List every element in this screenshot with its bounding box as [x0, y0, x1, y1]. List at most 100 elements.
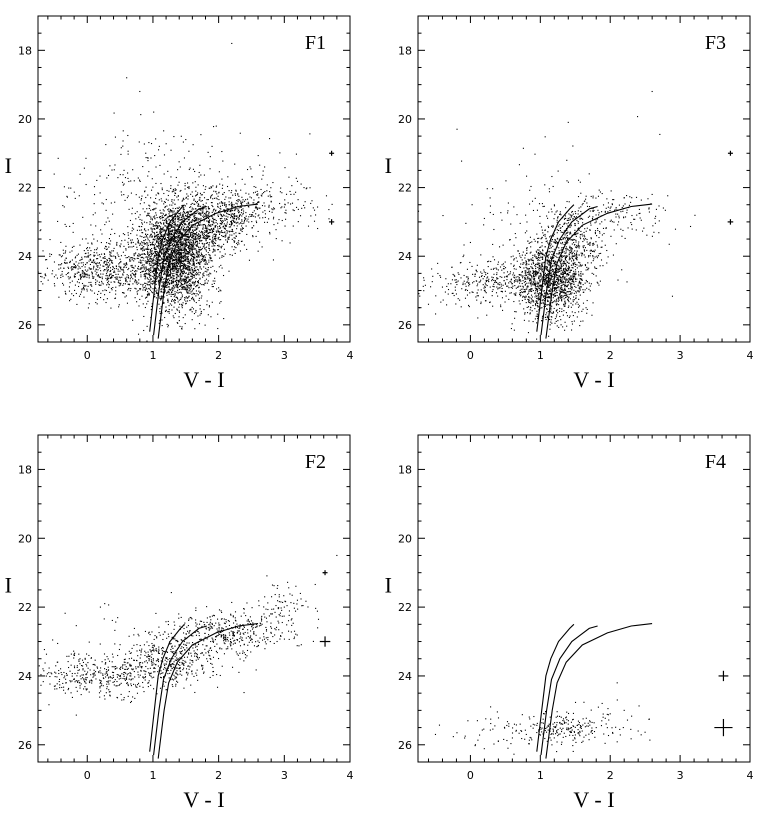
data-point: [156, 203, 158, 205]
data-point: [197, 242, 199, 244]
data-point: [182, 284, 184, 286]
data-point: [177, 243, 179, 245]
data-point: [169, 248, 171, 250]
data-point: [141, 232, 143, 234]
data-point: [74, 265, 77, 267]
data-point: [165, 306, 167, 308]
data-point: [197, 245, 199, 248]
data-point: [176, 278, 178, 280]
data-point: [143, 253, 145, 255]
data-point: [224, 253, 226, 255]
data-point: [228, 204, 230, 206]
data-point: [130, 241, 132, 243]
data-point: [188, 223, 191, 225]
data-point: [148, 281, 150, 283]
data-point: [231, 254, 233, 256]
data-point: [74, 273, 76, 275]
data-point: [164, 271, 166, 273]
data-point: [190, 241, 192, 243]
data-point: [101, 233, 103, 235]
data-point: [171, 257, 173, 259]
data-point: [182, 228, 184, 230]
data-point: [81, 258, 83, 260]
data-point: [172, 245, 174, 247]
data-point: [192, 269, 194, 271]
data-point: [179, 228, 181, 231]
data-point: [170, 282, 172, 284]
data-point: [160, 266, 162, 268]
data-point: [180, 292, 183, 294]
data-point: [197, 294, 199, 296]
data-point: [568, 301, 570, 303]
data-point: [132, 269, 134, 271]
data-point: [122, 292, 125, 294]
data-point: [190, 287, 192, 289]
data-point: [132, 266, 134, 268]
data-point: [172, 220, 174, 222]
data-point: [163, 252, 166, 254]
data-point: [176, 233, 178, 235]
data-point: [162, 284, 164, 286]
data-point: [166, 248, 168, 250]
data-point: [179, 214, 181, 216]
data-point: [157, 233, 159, 236]
data-point: [179, 223, 181, 225]
data-point: [195, 217, 197, 219]
data-point: [240, 206, 242, 208]
data-point: [127, 289, 129, 291]
data-point: [179, 276, 181, 278]
data-point: [184, 247, 186, 249]
data-point: [528, 299, 530, 301]
data-point: [225, 196, 227, 198]
data-point: [144, 286, 146, 288]
data-point: [162, 302, 165, 304]
data-point: [171, 191, 173, 193]
data-point: [170, 276, 172, 278]
data-point: [199, 262, 201, 264]
data-point: [145, 262, 147, 264]
data-point: [174, 231, 176, 233]
data-point: [135, 272, 137, 274]
data-point: [194, 224, 196, 226]
data-point: [196, 241, 198, 243]
data-point: [212, 224, 214, 226]
data-point: [139, 254, 141, 256]
data-point: [149, 276, 151, 278]
data-point: [193, 248, 195, 250]
data-point: [197, 284, 199, 286]
data-point: [182, 204, 184, 206]
data-point: [177, 292, 179, 294]
data-point: [180, 285, 182, 287]
data-point: [224, 198, 226, 200]
data-point: [157, 276, 159, 278]
data-point: [154, 264, 157, 266]
data-point: [149, 235, 151, 237]
data-point: [151, 243, 153, 245]
data-point: [212, 240, 215, 242]
data-point: [170, 254, 173, 256]
data-point: [175, 284, 178, 286]
data-point: [568, 257, 571, 259]
data-point: [535, 256, 537, 258]
data-point: [134, 274, 136, 276]
data-point: [128, 260, 131, 262]
data-point: [180, 216, 182, 218]
data-point: [143, 202, 145, 204]
data-point: [202, 274, 204, 276]
data-point: [172, 284, 174, 287]
data-point: [86, 262, 88, 264]
data-point: [259, 241, 261, 243]
data-point: [71, 246, 73, 248]
data-point: [156, 231, 158, 233]
data-point: [153, 244, 155, 246]
data-point: [175, 229, 177, 231]
data-point: [108, 257, 110, 259]
data-point: [198, 271, 200, 273]
data-point: [212, 185, 214, 187]
data-point: [581, 264, 583, 266]
data-point: [39, 212, 41, 214]
data-point: [150, 269, 152, 272]
data-point: [167, 290, 169, 292]
data-point: [198, 213, 200, 215]
